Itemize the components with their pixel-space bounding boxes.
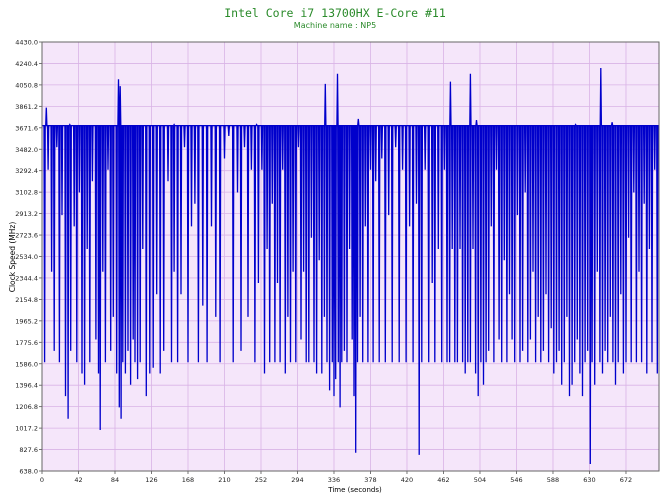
x-tick-label: 420 [401,476,413,484]
y-tick-label: 3671.6 [15,124,38,132]
x-tick-label: 672 [620,476,632,484]
x-tick-label: 252 [255,476,267,484]
x-axis-label: Time (seconds) [327,486,382,494]
y-tick-label: 1017.2 [15,425,38,433]
y-tick-label: 1965.2 [15,317,38,325]
y-tick-label: 4050.8 [15,81,38,89]
y-tick-label: 2723.6 [15,232,38,240]
y-axis-ticks: 638.0 827.6 1017.2 1206.8 1396.4 1586.0 1775.6… [15,39,42,476]
y-tick-label: 827.6 [19,446,38,454]
y-tick-label: 1206.8 [15,403,38,411]
y-tick-label: 2344.4 [15,274,38,282]
x-tick-label: 84 [111,476,119,484]
chart-title: Intel Core i7 13700HX E-Core #11 [224,6,446,20]
y-tick-label: 4240.4 [15,60,38,68]
y-tick-label: 3102.8 [15,189,38,197]
x-tick-label: 504 [474,476,486,484]
plot-border [41,41,660,472]
chart-subtitle: Machine name : NP5 [293,21,377,30]
y-tick-label: 1775.6 [15,339,38,347]
series-line [42,67,659,465]
y-tick-label: 1396.4 [15,382,38,390]
x-tick-label: 126 [145,476,157,484]
x-tick-label: 336 [328,476,340,484]
x-tick-label: 546 [510,476,522,484]
y-tick-label: 2534.0 [15,253,38,261]
y-tick-label: 638.0 [19,468,38,476]
x-tick-label: 630 [583,476,595,484]
x-tick-label: 210 [218,476,230,484]
y-axis-label: Clock Speed (MHz) [8,222,17,293]
y-tick-label: 3861.2 [15,103,38,111]
x-tick-label: 588 [547,476,559,484]
x-tick-label: 42 [74,476,82,484]
x-axis-ticks: 0 42 84 126 168 210 252 294 336 378 420 462 504 546 58… [40,471,632,484]
x-tick-label: 462 [437,476,449,484]
y-tick-label: 1586.0 [15,360,38,368]
x-tick-label: 0 [40,476,44,484]
x-tick-label: 168 [182,476,194,484]
x-tick-label: 378 [364,476,376,484]
x-tick-label: 294 [291,476,303,484]
y-tick-label: 2154.8 [15,296,38,304]
y-tick-label: 2913.2 [15,210,38,218]
y-tick-label: 4430.0 [15,39,38,47]
y-tick-label: 3482.0 [15,146,38,154]
y-tick-label: 3292.4 [15,167,38,175]
